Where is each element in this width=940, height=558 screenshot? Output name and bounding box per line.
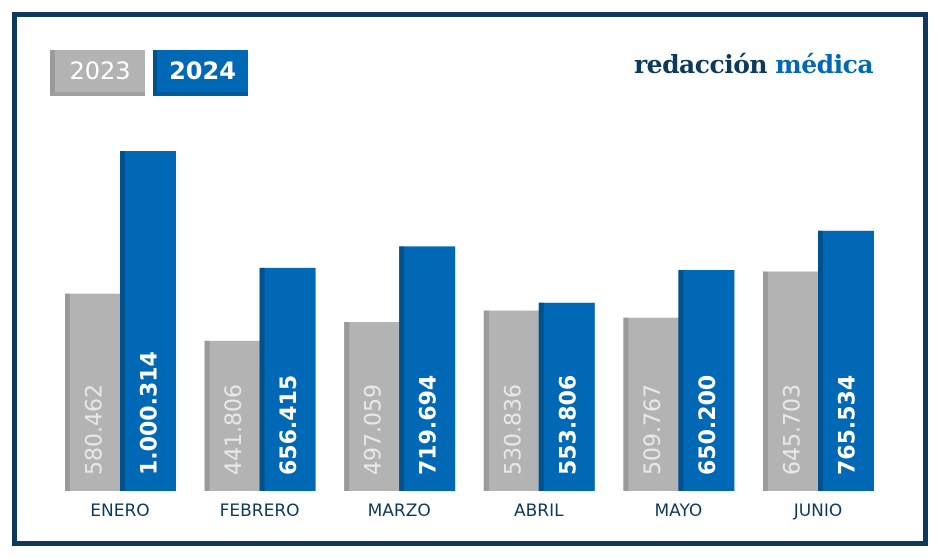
- data-label-2024: 765.534: [836, 375, 861, 475]
- category-label: MARZO: [368, 501, 431, 521]
- logo-part1: redacción: [634, 50, 768, 79]
- data-label-2024: 719.694: [417, 375, 442, 475]
- bar-2023-febrero: [204, 340, 261, 491]
- data-label-2024: 656.415: [277, 375, 302, 475]
- category-label: JUNIO: [793, 501, 843, 521]
- bar-edge: [763, 271, 768, 491]
- bar-edge: [259, 267, 265, 491]
- category-label: ABRIL: [514, 501, 564, 521]
- data-label-2024: 553.806: [556, 375, 581, 475]
- bar-2024-febrero: [259, 267, 316, 491]
- bar-2024-junio: [818, 230, 874, 491]
- bar-2024-enero: [120, 151, 176, 491]
- data-label-2024: 1.000.314: [138, 351, 163, 475]
- data-label-2023: 441.806: [222, 384, 247, 475]
- data-label-2023: 645.703: [781, 384, 806, 475]
- bar-edge: [344, 322, 350, 491]
- bar-edge: [678, 270, 684, 491]
- bar-edge: [65, 293, 70, 491]
- bar-2024-mayo: [678, 270, 735, 491]
- bar-edge: [483, 310, 489, 491]
- data-label-2023: 509.767: [641, 384, 666, 475]
- category-label: MAYO: [654, 501, 702, 521]
- legend-2023: 2023: [50, 50, 145, 96]
- logo: redacción médica: [634, 50, 874, 79]
- bar-edge: [120, 151, 125, 491]
- bar-2023-abril: [483, 310, 540, 491]
- bar-edge: [818, 230, 823, 491]
- bar-edge: [399, 246, 405, 491]
- bar-2023-mayo: [623, 317, 680, 491]
- bar-edge: [623, 317, 629, 491]
- bar-2023-marzo: [344, 322, 401, 491]
- bar-2023-enero: [65, 293, 121, 491]
- data-label-2023: 530.836: [501, 384, 526, 475]
- category-label: FEBRERO: [220, 501, 300, 521]
- bar-edge: [204, 340, 210, 491]
- bar-edge: [538, 302, 544, 491]
- legend-2024: 2024: [153, 50, 248, 96]
- data-label-2023: 497.059: [362, 384, 387, 475]
- logo-part2: médica: [775, 50, 874, 79]
- bar-2024-abril: [538, 302, 595, 491]
- data-label-2023: 580.462: [83, 384, 108, 475]
- data-label-2024: 650.200: [696, 375, 721, 475]
- bar-2024-marzo: [399, 246, 456, 491]
- category-label: ENERO: [90, 501, 149, 521]
- bar-2023-junio: [763, 271, 819, 491]
